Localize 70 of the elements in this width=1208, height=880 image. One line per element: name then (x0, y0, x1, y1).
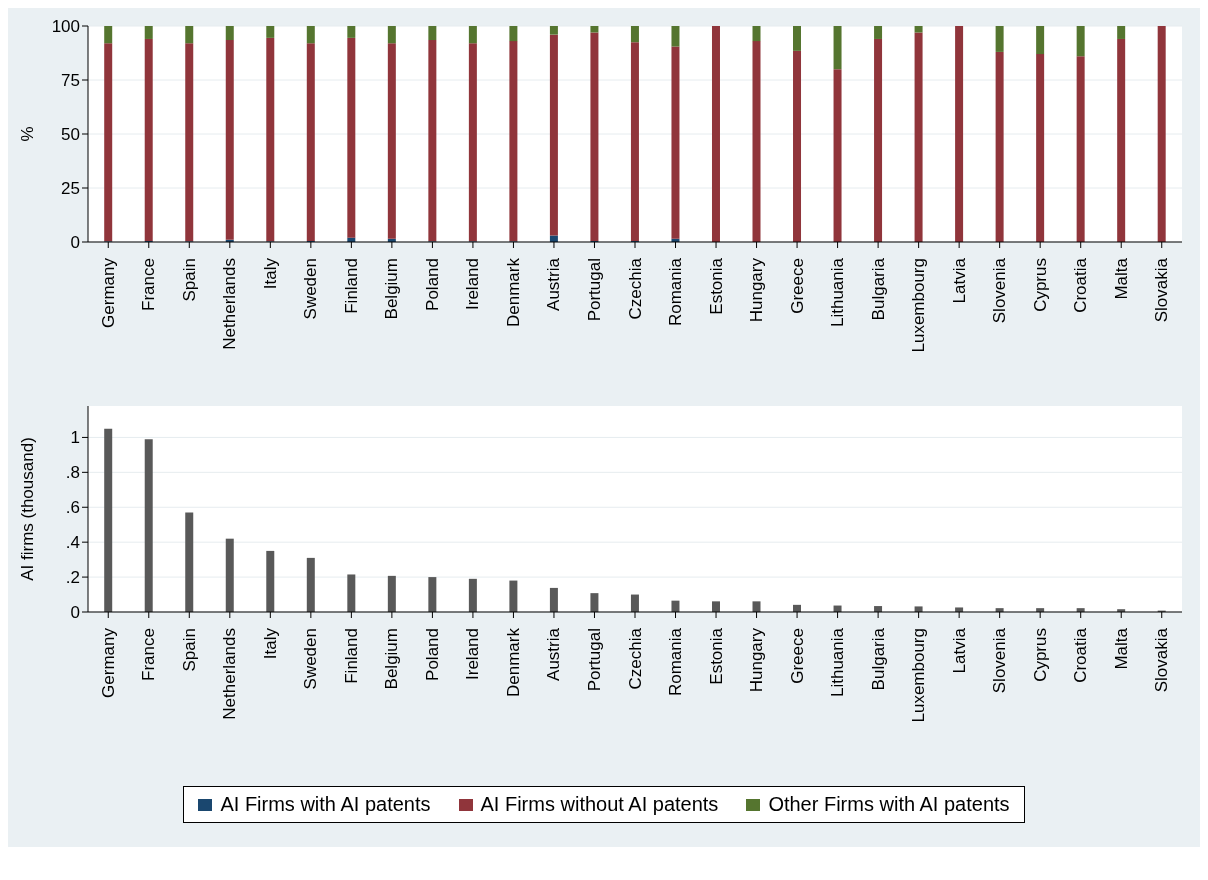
x-tick-label: Finland (341, 628, 361, 684)
x-tick-label: Malta (1111, 627, 1131, 670)
y-tick-label: 0 (70, 233, 80, 253)
x-tick-label: Estonia (706, 627, 726, 685)
x-tick-label: Ireland (463, 258, 483, 310)
x-tick-label: Slovenia (990, 257, 1010, 324)
x-tick-label: Greece (787, 258, 807, 314)
y-tick-label: 1 (70, 428, 80, 448)
x-tick-label: Slovenia (990, 627, 1010, 694)
x-tick-label: Poland (422, 628, 442, 681)
x-tick-label: Cyprus (1030, 628, 1050, 682)
x-tick-label: Hungary (747, 257, 767, 323)
y-tick-label: 100 (51, 17, 80, 37)
x-tick-label: France (139, 628, 159, 681)
x-tick-label: Portugal (584, 258, 604, 322)
x-tick-label: Netherlands (220, 258, 240, 350)
x-tick-label: Czechia (625, 257, 645, 320)
y-tick-label: .6 (65, 498, 80, 518)
y-tick-label: 25 (61, 179, 80, 199)
legend-label: AI Firms without AI patents (480, 793, 719, 816)
x-tick-label: Malta (1111, 257, 1131, 300)
y-axis-title: % (18, 126, 38, 142)
x-tick-label: Italy (260, 627, 280, 660)
x-tick-label: Luxembourg (909, 628, 929, 723)
y-axis-title: AI firms (thousand) (18, 437, 38, 581)
x-tick-label: Denmark (503, 257, 523, 327)
y-tick-label: 50 (61, 125, 80, 145)
legend-label: AI Firms with AI patents (220, 793, 431, 816)
x-tick-label: Latvia (949, 257, 969, 304)
x-tick-label: Portugal (584, 628, 604, 692)
x-tick-label: Lithuania (828, 257, 848, 328)
x-tick-label: Germany (98, 257, 118, 328)
x-tick-label: Netherlands (220, 628, 240, 720)
x-tick-label: Luxembourg (909, 258, 929, 353)
x-tick-label: Spain (179, 628, 199, 672)
x-tick-label: Estonia (706, 257, 726, 315)
x-tick-label: Romania (666, 627, 686, 697)
x-tick-label: Lithuania (828, 627, 848, 698)
y-tick-label: 0 (70, 603, 80, 623)
x-tick-label: Sweden (301, 628, 321, 690)
x-tick-label: Austria (544, 627, 564, 681)
x-tick-label: Poland (422, 258, 442, 311)
y-tick-label: 75 (61, 71, 80, 91)
y-tick-label: .8 (65, 463, 80, 483)
x-tick-label: Czechia (625, 627, 645, 690)
y-tick-label: .4 (65, 533, 80, 553)
x-tick-label: Bulgaria (868, 257, 888, 321)
x-tick-label: Cyprus (1030, 258, 1050, 312)
x-tick-label: Sweden (301, 258, 321, 320)
x-tick-label: Finland (341, 258, 361, 314)
x-tick-label: Slovakia (1152, 257, 1172, 323)
x-tick-label: Romania (666, 257, 686, 327)
x-tick-label: Latvia (949, 627, 969, 674)
x-tick-label: France (139, 258, 159, 311)
y-tick-label: .2 (65, 568, 80, 588)
x-tick-label: Spain (179, 258, 199, 302)
x-tick-label: Belgium (382, 258, 402, 320)
x-tick-label: Italy (260, 257, 280, 290)
x-tick-label: Ireland (463, 628, 483, 680)
x-tick-label: Denmark (503, 627, 523, 697)
x-tick-label: Greece (787, 628, 807, 684)
x-tick-label: Germany (98, 627, 118, 698)
legend-label: Other Firms with AI patents (768, 793, 1010, 816)
x-tick-label: Slovakia (1152, 627, 1172, 693)
x-tick-label: Croatia (1071, 627, 1091, 683)
x-tick-label: Austria (544, 257, 564, 311)
x-tick-label: Belgium (382, 628, 402, 690)
x-tick-label: Bulgaria (868, 627, 888, 691)
x-tick-label: Hungary (747, 627, 767, 693)
x-tick-label: Croatia (1071, 257, 1091, 313)
